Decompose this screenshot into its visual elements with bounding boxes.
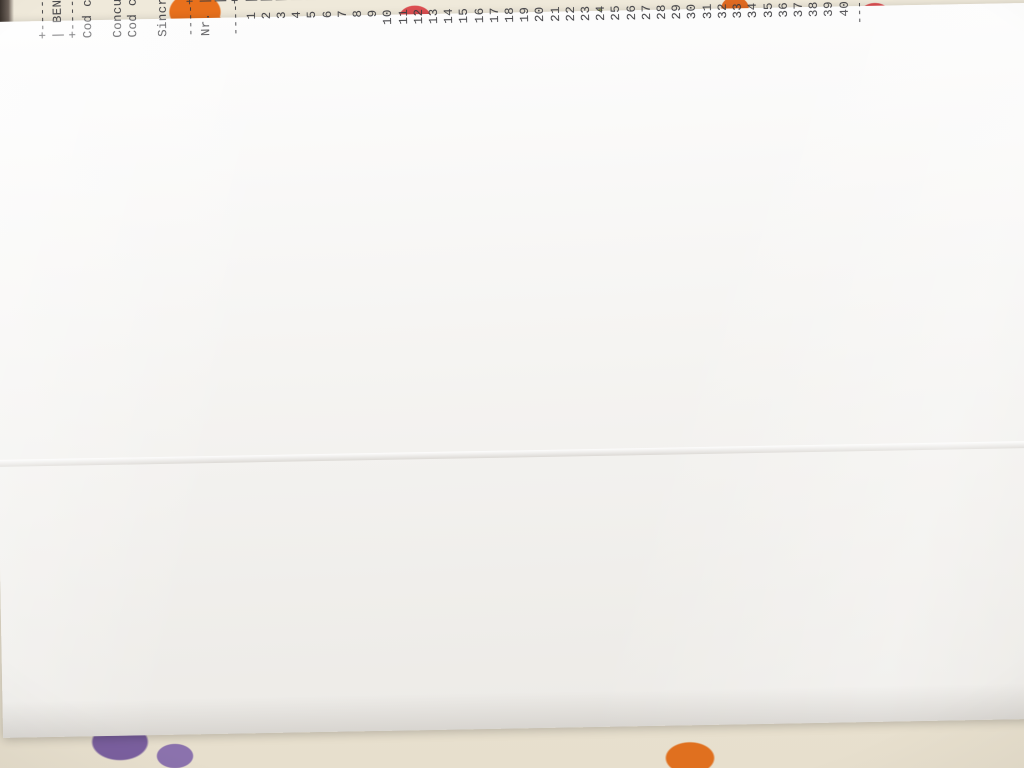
document-header-block: +---------------------------------------…	[30, 0, 170, 39]
paper-crease	[0, 440, 1024, 467]
printout-rotated-container: +---------------------------------------…	[12, 0, 904, 39]
printout-content: +---------------------------------------…	[14, 0, 881, 39]
basketing-table: ----+-------------------+----+--------+-…	[174, 0, 869, 36]
paper-sheet: +---------------------------------------…	[0, 0, 1024, 738]
paper-glare	[0, 2, 1024, 738]
